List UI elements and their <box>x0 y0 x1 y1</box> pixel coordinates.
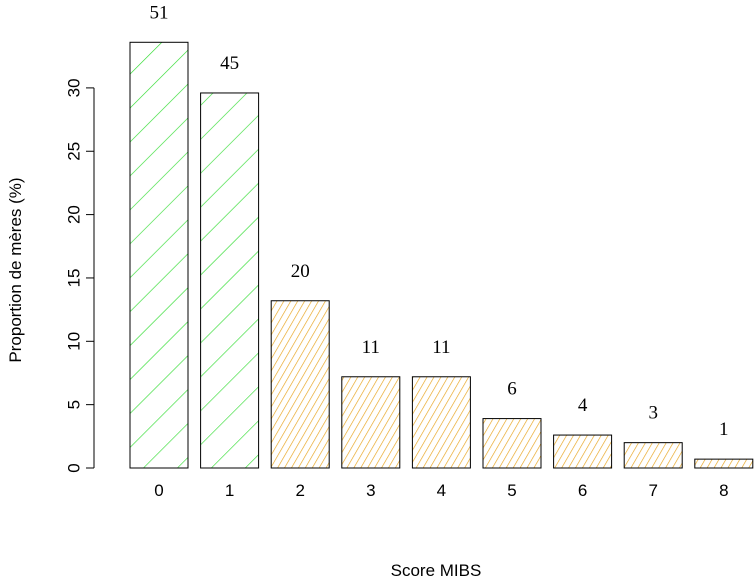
x-tick-label: 2 <box>295 481 304 500</box>
data-label: 1 <box>719 419 729 440</box>
y-tick-label: 30 <box>65 78 84 97</box>
data-label: 45 <box>220 53 239 74</box>
x-tick-label: 0 <box>154 481 163 500</box>
bar <box>623 442 683 469</box>
y-axis: 0 5 10 15 20 25 30 <box>65 78 95 473</box>
data-label: 20 <box>291 261 310 282</box>
bar <box>482 418 542 469</box>
bar <box>694 458 754 469</box>
bar <box>553 434 613 469</box>
x-tick-label: 4 <box>437 481 446 500</box>
data-label: 6 <box>507 379 517 400</box>
y-tick-label: 20 <box>65 205 84 224</box>
x-tick-label: 3 <box>366 481 375 500</box>
data-label: 3 <box>648 403 658 424</box>
x-tick-label: 5 <box>507 481 516 500</box>
data-label: 11 <box>362 337 380 358</box>
bar <box>200 92 260 469</box>
x-tick-label: 6 <box>578 481 587 500</box>
y-tick-label: 15 <box>65 268 84 287</box>
x-axis: 0 1 2 3 4 5 6 7 8 <box>154 481 728 500</box>
x-tick-label: 1 <box>225 481 234 500</box>
y-tick-label: 25 <box>65 142 84 161</box>
data-label: 11 <box>432 337 450 358</box>
bar <box>270 300 330 469</box>
x-axis-title: Score MIBS <box>391 561 482 580</box>
x-tick-label: 8 <box>719 481 728 500</box>
y-axis-title: Proportion de mères (%) <box>6 177 25 362</box>
bar <box>411 376 471 469</box>
bar <box>341 376 401 469</box>
bars: 51 45 20 11 11 6 4 3 1 <box>129 2 754 469</box>
data-label: 4 <box>578 395 588 416</box>
x-tick-label: 7 <box>648 481 657 500</box>
y-tick-label: 10 <box>65 332 84 351</box>
bar <box>129 41 189 469</box>
y-tick-label: 5 <box>65 400 84 409</box>
data-label: 51 <box>150 2 169 23</box>
y-tick-label: 0 <box>65 463 84 472</box>
